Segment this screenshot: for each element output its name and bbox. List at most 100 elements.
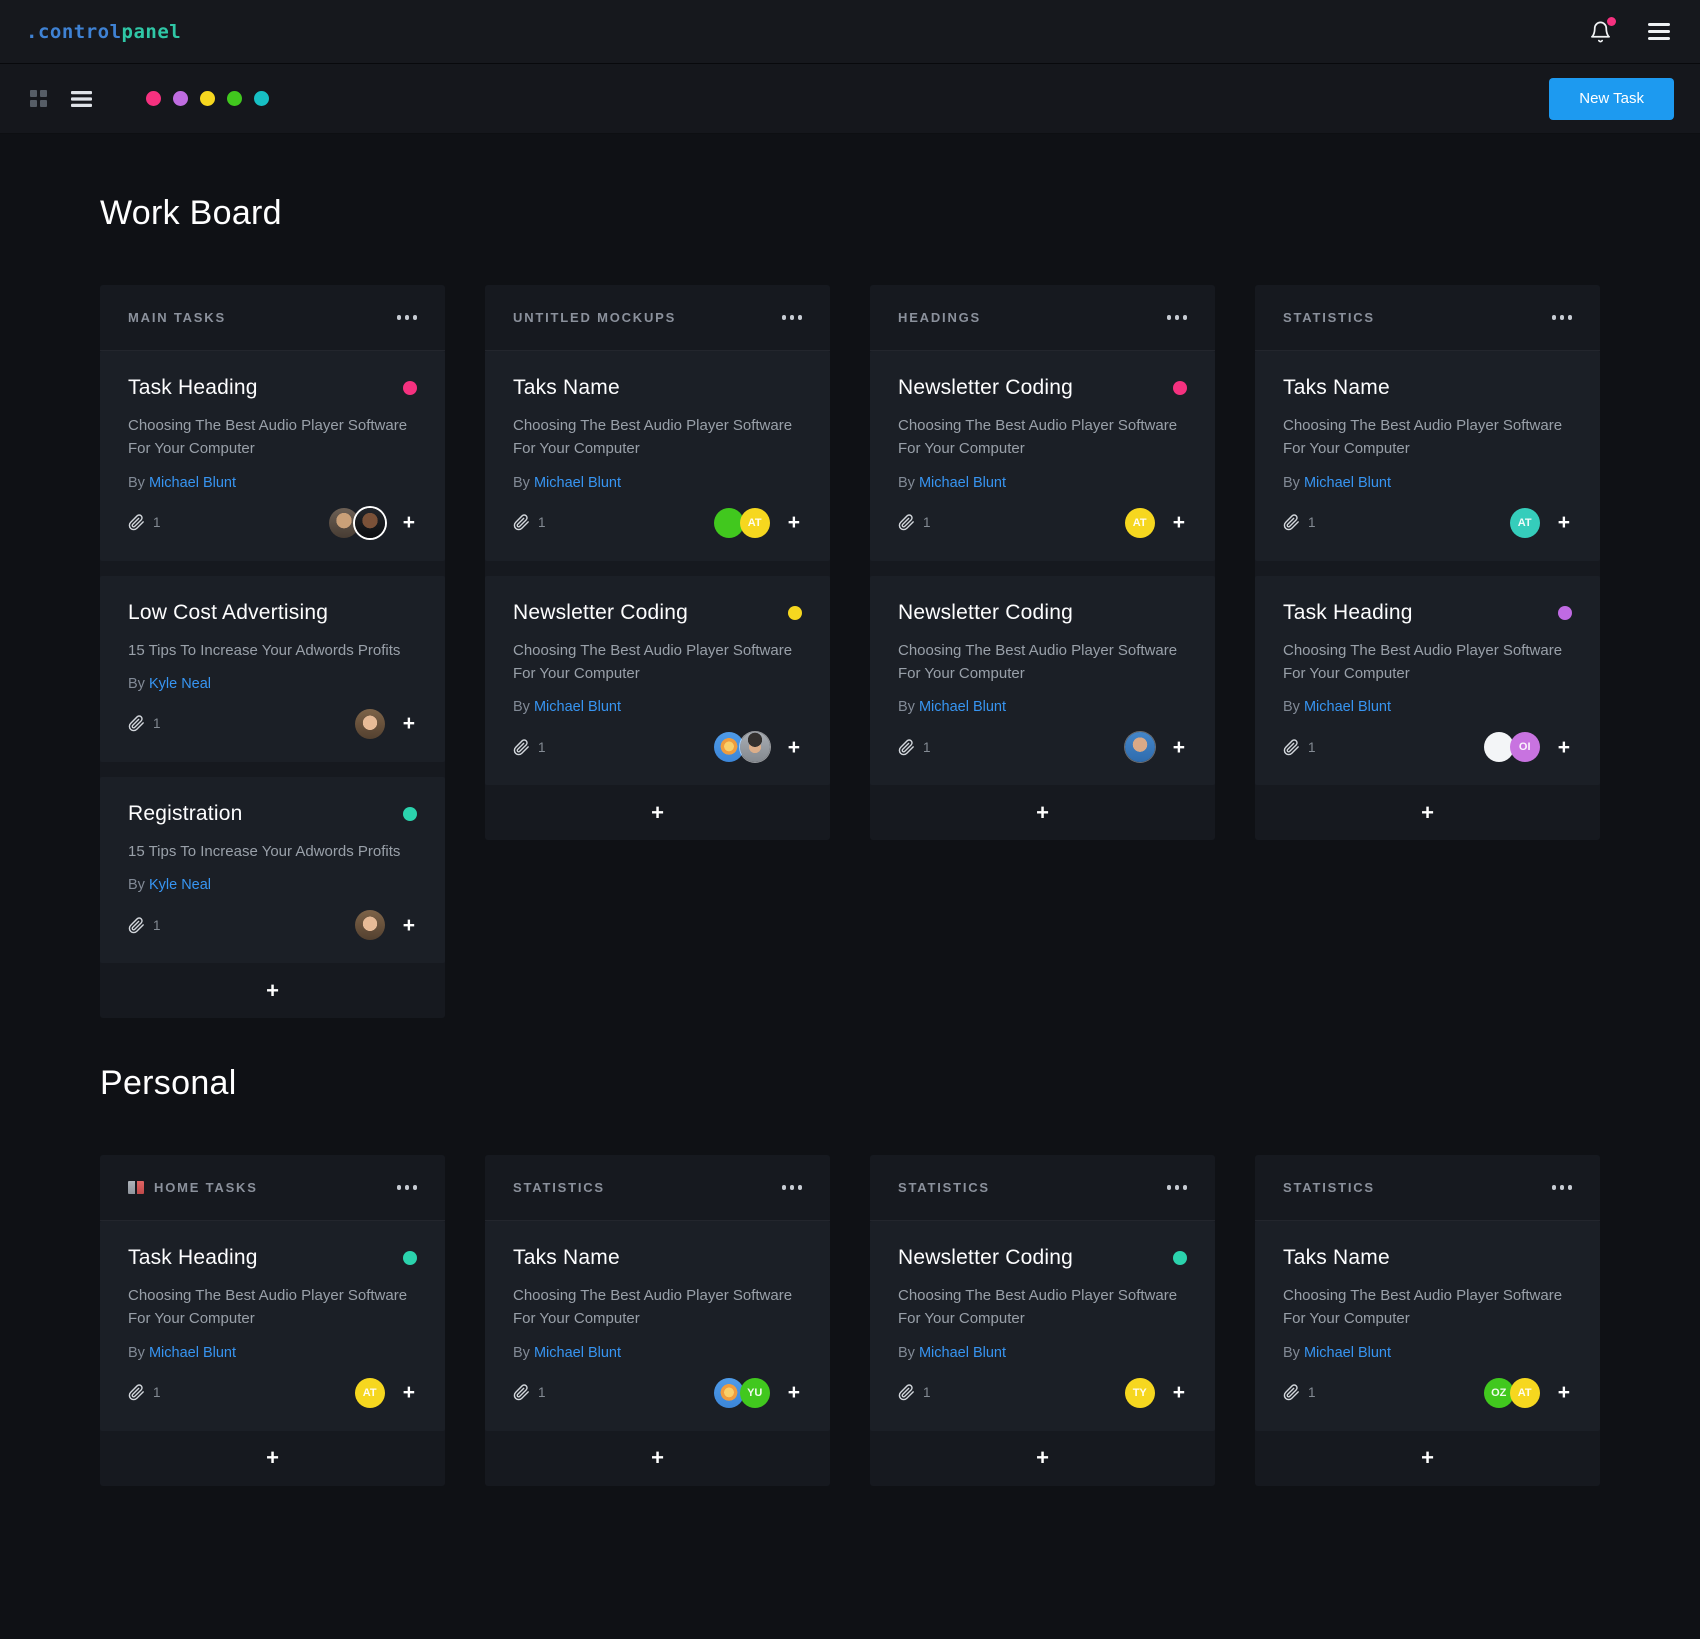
avatar-photo-man-blue-shirt[interactable] [1124, 732, 1155, 762]
card-author-link[interactable]: Michael Blunt [533, 1344, 621, 1361]
list-view-button[interactable] [67, 87, 96, 111]
section-title: Work Board [100, 194, 282, 232]
add-member-button[interactable]: + [402, 913, 415, 937]
task-card[interactable]: Task Heading Choosing The Best Audio Pla… [100, 1221, 445, 1431]
column-menu-button[interactable] [1551, 309, 1572, 326]
add-member-button[interactable]: + [402, 1381, 415, 1404]
card-author-link[interactable]: Michael Blunt [918, 699, 1006, 715]
column-menu-button[interactable] [1551, 1179, 1572, 1196]
card-author-link[interactable]: Kyle Neal [148, 877, 212, 893]
color-swatch[interactable] [173, 91, 188, 106]
card-author-link[interactable]: Michael Blunt [1303, 699, 1391, 715]
column-header: STATISTICS [1255, 285, 1600, 351]
avatar-initials[interactable]: AT [354, 1377, 385, 1408]
add-member-button[interactable]: + [1557, 1381, 1570, 1404]
add-member-button[interactable]: + [402, 712, 415, 736]
card-author-link[interactable]: Michael Blunt [1303, 474, 1391, 491]
avatar-initials[interactable]: AT [1509, 507, 1540, 538]
add-member-button[interactable]: + [402, 511, 415, 534]
column-header: HOME TASKS [100, 1155, 445, 1221]
avatar-plain[interactable] [1483, 732, 1514, 762]
color-swatch[interactable] [200, 91, 215, 106]
by-label: By [513, 474, 530, 491]
card-status-dot [403, 381, 417, 395]
books-icon [128, 1181, 144, 1194]
add-member-button[interactable]: + [1557, 735, 1570, 759]
column-menu-button[interactable] [781, 309, 802, 326]
task-card[interactable]: Newsletter Coding Choosing The Best Audi… [485, 575, 830, 785]
add-card-button[interactable]: + [485, 785, 830, 840]
app-logo[interactable]: .controlpanel [26, 21, 181, 43]
card-footer: 1 + [898, 732, 1187, 762]
add-card-button[interactable]: + [100, 963, 445, 1018]
avatar-plain[interactable] [713, 507, 744, 538]
task-card[interactable]: Taks Name Choosing The Best Audio Player… [1255, 1221, 1600, 1431]
task-card[interactable]: Registration 15 Tips To Increase Your Ad… [100, 776, 445, 963]
card-status-dot [403, 1251, 417, 1265]
card-author-link[interactable]: Michael Blunt [918, 1344, 1006, 1361]
avatar-photo-man-dark[interactable] [354, 507, 385, 538]
card-description: Choosing The Best Audio Player Software … [898, 1287, 1178, 1328]
grid-view-button[interactable] [26, 86, 51, 111]
card-author-link[interactable]: Michael Blunt [533, 474, 621, 491]
color-swatch[interactable] [254, 91, 269, 106]
add-member-button[interactable]: + [1557, 511, 1570, 534]
task-card[interactable]: Task Heading Choosing The Best Audio Pla… [1255, 575, 1600, 785]
new-task-button[interactable]: New Task [1549, 77, 1674, 120]
avatar-initials[interactable]: AT [1124, 507, 1155, 538]
column-menu-button[interactable] [1166, 309, 1187, 326]
avatar-initials[interactable]: OI [1509, 732, 1540, 762]
column-menu-button[interactable] [1166, 1179, 1187, 1196]
avatar-photo-man-dark-hair[interactable] [739, 732, 770, 762]
card-author-line: By Michael Blunt [513, 1345, 802, 1361]
avatar-initials[interactable]: TY [1124, 1377, 1155, 1408]
task-card[interactable]: Task Heading Choosing The Best Audio Pla… [100, 351, 445, 561]
menu-button[interactable] [1644, 19, 1674, 44]
add-member-button[interactable]: + [787, 735, 800, 759]
add-card-button[interactable]: + [870, 785, 1215, 840]
task-card[interactable]: Taks Name Choosing The Best Audio Player… [485, 1221, 830, 1431]
avatar-photo-woman[interactable] [354, 910, 385, 940]
card-author-link[interactable]: Michael Blunt [148, 1344, 236, 1361]
avatar-lion-emoji[interactable] [713, 1377, 744, 1408]
task-card[interactable]: Newsletter Coding Choosing The Best Audi… [870, 1221, 1215, 1431]
add-card-button[interactable]: + [1255, 785, 1600, 840]
add-member-button[interactable]: + [787, 1381, 800, 1404]
add-card-button[interactable]: + [100, 1431, 445, 1486]
avatar-initials[interactable]: AT [1509, 1377, 1540, 1408]
card-status-dot [403, 806, 417, 821]
card-author-link[interactable]: Kyle Neal [148, 675, 212, 692]
add-card-button[interactable]: + [1255, 1431, 1600, 1486]
avatar-lion-emoji[interactable] [713, 732, 744, 762]
card-title: Taks Name [1283, 376, 1390, 399]
add-member-button[interactable]: + [1172, 1381, 1185, 1404]
board-section: Personal HOME TASKS Task Heading Choosin… [100, 1064, 1600, 1486]
column-menu-button[interactable] [396, 309, 417, 326]
task-card[interactable]: Taks Name Choosing The Best Audio Player… [485, 351, 830, 561]
color-swatch[interactable] [227, 91, 242, 106]
card-author-link[interactable]: Michael Blunt [533, 699, 621, 715]
task-card[interactable]: Newsletter Coding Choosing The Best Audi… [870, 351, 1215, 561]
add-member-button[interactable]: + [1172, 511, 1185, 534]
avatar-photo-woman[interactable] [354, 708, 385, 739]
add-member-button[interactable]: + [1172, 735, 1185, 759]
board-columns: HOME TASKS Task Heading Choosing The Bes… [100, 1155, 1600, 1486]
avatar-photo-man-glasses[interactable] [328, 507, 359, 538]
add-card-button[interactable]: + [870, 1431, 1215, 1486]
task-card[interactable]: Taks Name Choosing The Best Audio Player… [1255, 351, 1600, 561]
color-swatch[interactable] [146, 91, 161, 106]
avatar-initials[interactable]: AT [739, 507, 770, 538]
attachment-count: 1 [128, 1384, 161, 1401]
card-author-link[interactable]: Michael Blunt [148, 474, 236, 491]
card-author-link[interactable]: Michael Blunt [918, 474, 1006, 491]
add-member-button[interactable]: + [787, 511, 800, 534]
add-card-button[interactable]: + [485, 1431, 830, 1486]
avatar-initials[interactable]: YU [739, 1377, 770, 1408]
task-card[interactable]: Low Cost Advertising 15 Tips To Increase… [100, 575, 445, 762]
avatar-initials[interactable]: OZ [1483, 1377, 1514, 1408]
column-menu-button[interactable] [781, 1179, 802, 1196]
column-menu-button[interactable] [396, 1179, 417, 1196]
task-card[interactable]: Newsletter Coding Choosing The Best Audi… [870, 575, 1215, 785]
card-author-link[interactable]: Michael Blunt [1303, 1344, 1391, 1361]
notifications-button[interactable] [1585, 16, 1616, 48]
